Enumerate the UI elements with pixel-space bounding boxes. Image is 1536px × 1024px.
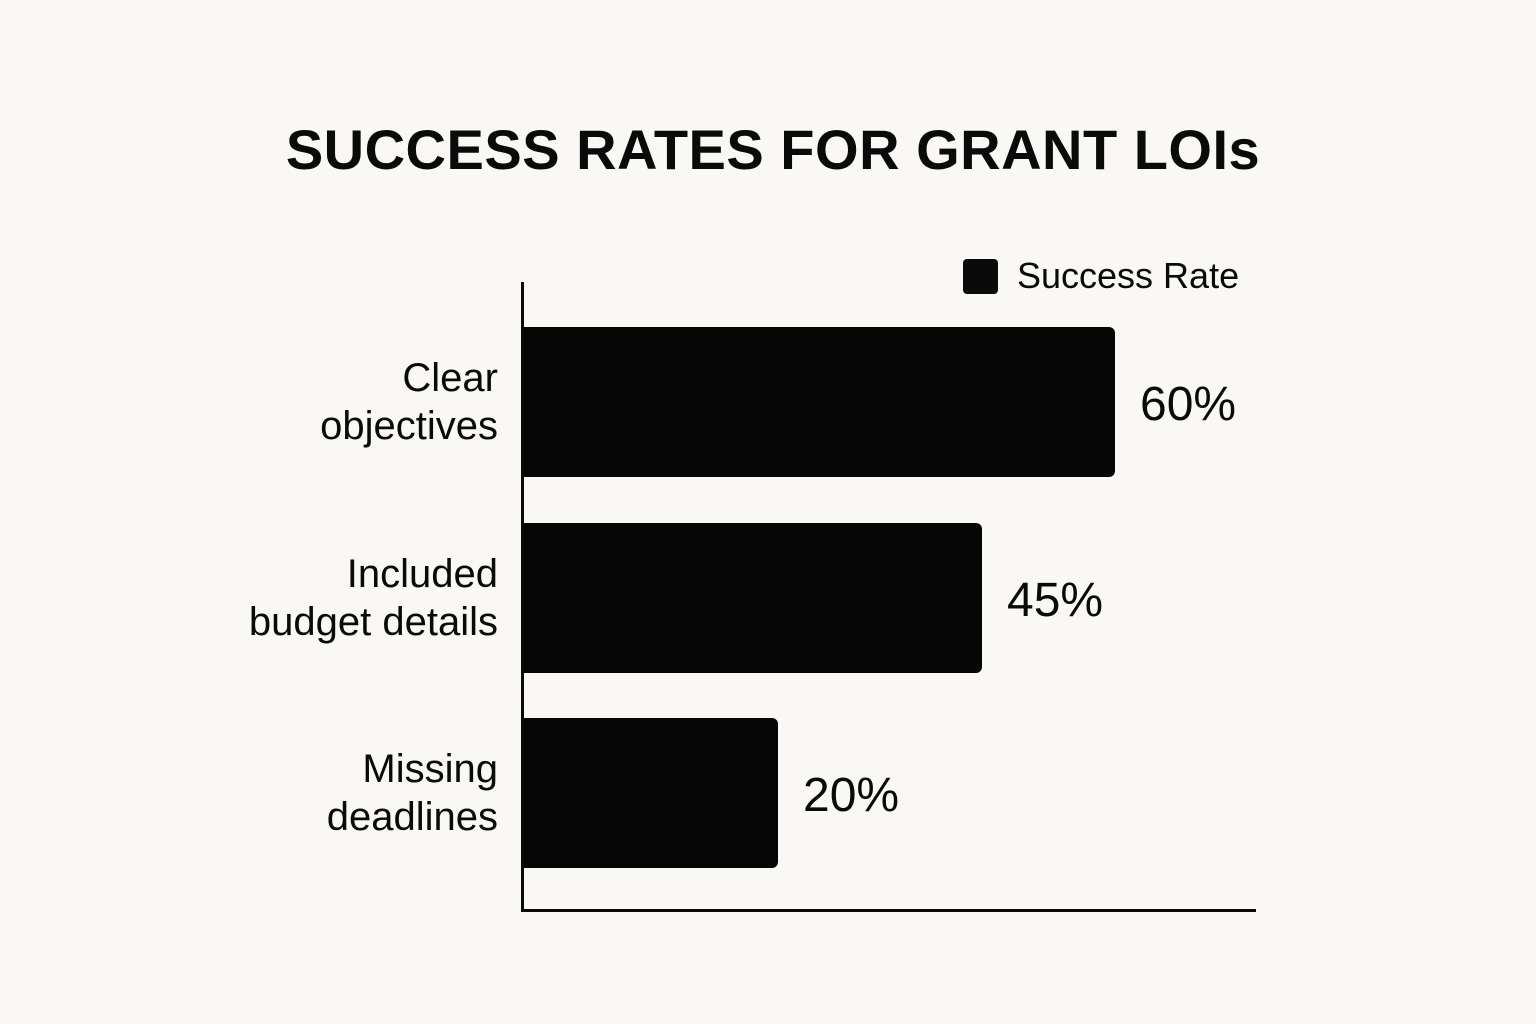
category-label-line: objectives [320,404,498,448]
bar-clear-objectives [524,327,1115,477]
legend-swatch [963,258,998,294]
category-label-line: budget details [248,600,498,644]
chart-title: SUCCESS RATES FOR GRANT LOIs [285,118,1261,181]
category-label: Included budget details [249,550,498,646]
y-axis-line [521,282,524,912]
category-label: Missing deadlines [327,745,498,841]
bar-included-budget-details [524,523,982,673]
value-label: 60% [1140,378,1237,431]
category-label-line: Clear [402,356,498,400]
value-label: 45% [1007,574,1104,627]
legend-label: Success Rate [1017,255,1240,296]
bar-missing-deadlines [524,718,778,868]
category-label-line: deadlines [326,795,498,839]
value-label: 20% [803,769,900,822]
x-axis-line [521,909,1256,912]
category-label-line: Included [346,552,498,596]
category-label-line: Missing [362,747,498,791]
legend: Success Rate [963,256,1239,296]
category-label: Clear objectives [320,354,498,450]
